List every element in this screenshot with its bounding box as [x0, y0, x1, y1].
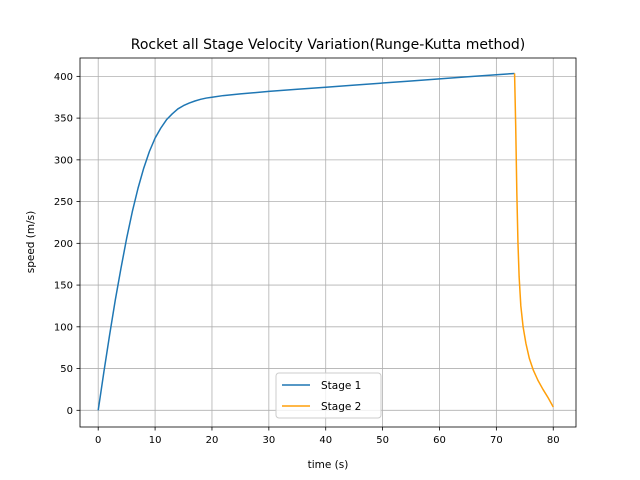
x-tick-label: 80 — [547, 435, 560, 446]
y-tick-label: 150 — [54, 281, 73, 292]
x-tick-label: 0 — [95, 435, 101, 446]
plot-frame — [79, 57, 577, 428]
plot-area — [80, 58, 576, 427]
y-tick-label: 200 — [54, 239, 73, 250]
chart-title: Rocket all Stage Velocity Variation(Rung… — [131, 37, 525, 53]
x-tick-label: 30 — [262, 435, 275, 446]
legend: Stage 1 Stage 2 — [275, 372, 382, 419]
y-tick-label: 300 — [54, 155, 73, 166]
y-tick-label: 0 — [67, 406, 73, 417]
x-tick-label: 70 — [490, 435, 503, 446]
x-tick-label: 20 — [206, 435, 219, 446]
x-tick-label: 40 — [319, 435, 332, 446]
series-layer — [97, 72, 554, 411]
series-line-stage-2 — [513, 73, 554, 408]
x-tick-label: 60 — [433, 435, 446, 446]
x-tick-label: 10 — [149, 435, 162, 446]
y-tick-label: 350 — [54, 114, 73, 125]
legend-label-stage-1: Stage 1 — [321, 380, 361, 392]
x-tick-label: 50 — [376, 435, 389, 446]
ticks: 0 10 20 30 40 50 60 70 80 0 50 100 150 200 250 300 350 40… — [54, 72, 560, 446]
y-tick-label: 250 — [54, 197, 73, 208]
x-axis-label: time (s) — [308, 459, 349, 471]
y-tick-label: 100 — [54, 322, 73, 333]
y-tick-label: 400 — [54, 72, 73, 83]
y-axis-label: speed (m/s) — [25, 211, 37, 274]
y-tick-label: 50 — [60, 364, 73, 375]
series-line-stage-1 — [97, 72, 515, 411]
legend-label-stage-2: Stage 2 — [321, 401, 361, 413]
